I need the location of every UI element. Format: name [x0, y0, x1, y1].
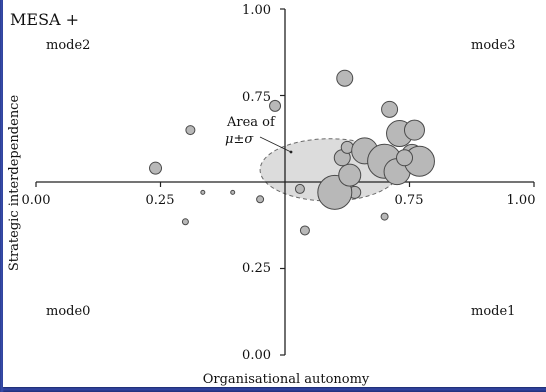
data-point-10 — [294, 183, 305, 194]
data-point-11 — [380, 212, 389, 221]
annotation-leader-dot — [289, 150, 293, 154]
annotation-leader-line — [259, 136, 292, 153]
data-point-0 — [336, 69, 354, 87]
x-tick-label-3: 1.00 — [507, 193, 536, 208]
annotation-line-1: Area of — [226, 115, 276, 130]
data-point-5 — [200, 189, 206, 195]
data-point-24 — [396, 149, 414, 167]
x-tick-label-1: 0.25 — [146, 193, 175, 208]
mu-sigma-annotation: Area of μ±σ — [225, 115, 293, 154]
data-point-20 — [403, 119, 425, 141]
data-point-7 — [181, 218, 189, 226]
quadrant-label-mode3: mode3 — [471, 38, 515, 53]
data-point-6 — [230, 189, 236, 195]
x-tick-label-2: 0.75 — [395, 193, 424, 208]
chart-title: MESA + — [10, 10, 79, 29]
data-point-3 — [381, 100, 399, 118]
quadrant-label-mode0: mode0 — [46, 304, 90, 319]
chart-panel: MESA + mode2 mode3 mode0 mode1 Area of μ… — [3, 0, 546, 387]
bubble-chart: MESA + mode2 mode3 mode0 mode1 Area of μ… — [7, 3, 536, 387]
quadrant-label-mode2: mode2 — [46, 38, 90, 53]
data-point-4 — [149, 161, 163, 175]
data-point-2 — [185, 125, 196, 136]
y-tick-label-1: 0.75 — [242, 90, 271, 105]
data-point-1 — [269, 99, 282, 112]
data-point-9 — [299, 225, 310, 236]
y-tick-label-2: 0.25 — [242, 261, 271, 276]
quadrant-label-mode1: mode1 — [471, 304, 515, 319]
data-point-14 — [338, 163, 362, 187]
y-axis-label: Strategic interdependence — [7, 95, 22, 272]
data-point-8 — [256, 195, 265, 204]
x-tick-label-0: 0.00 — [22, 193, 51, 208]
x-axis-label: Organisational autonomy — [203, 372, 370, 387]
y-tick-label-3: 0.00 — [242, 348, 271, 363]
annotation-line-2: μ±σ — [225, 132, 254, 147]
y-tick-label-0: 1.00 — [242, 3, 271, 18]
